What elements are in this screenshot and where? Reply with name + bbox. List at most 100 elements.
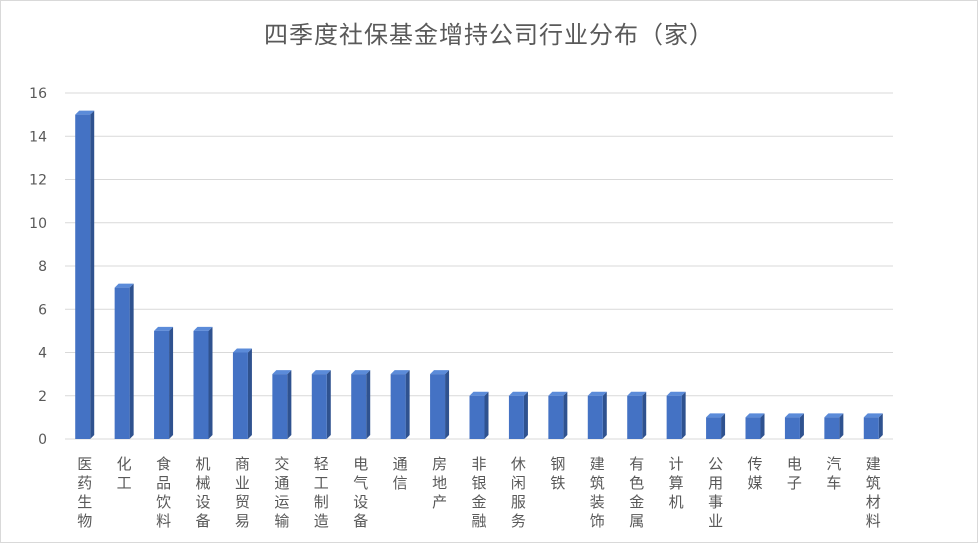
bar-top bbox=[666, 391, 686, 396]
bar bbox=[627, 391, 647, 439]
bar-top bbox=[548, 391, 568, 396]
bar bbox=[75, 110, 95, 439]
bar-front bbox=[627, 395, 643, 439]
bar-top bbox=[706, 413, 726, 418]
bar-side bbox=[129, 283, 134, 439]
bar-side bbox=[760, 413, 765, 439]
y-tick-label: 0 bbox=[38, 432, 47, 448]
bar-top bbox=[232, 348, 252, 353]
bar-top bbox=[863, 413, 883, 418]
x-category-label: 食品饮料 bbox=[156, 455, 171, 530]
bar-side bbox=[169, 326, 174, 439]
bar-side bbox=[642, 391, 647, 439]
bar-top bbox=[351, 370, 371, 375]
bar-front bbox=[666, 395, 682, 439]
bar-side bbox=[247, 348, 252, 439]
bar bbox=[469, 391, 489, 439]
bar-side bbox=[523, 391, 528, 439]
bar bbox=[863, 413, 883, 439]
bar-front bbox=[706, 417, 722, 439]
bar-side bbox=[681, 391, 686, 439]
bar bbox=[824, 413, 844, 439]
bar bbox=[430, 370, 450, 439]
chart-title: 四季度社保基金增持公司行业分布（家） bbox=[264, 21, 714, 49]
bar-top bbox=[824, 413, 844, 418]
bar-front bbox=[75, 114, 91, 439]
bar-front bbox=[390, 374, 406, 439]
bar bbox=[232, 348, 252, 439]
y-tick-label: 10 bbox=[29, 216, 47, 232]
bar bbox=[745, 413, 765, 439]
x-category-label: 轻工制造 bbox=[314, 455, 329, 530]
x-category-label: 非银金融 bbox=[471, 455, 486, 530]
x-category-label: 交通运输 bbox=[274, 455, 289, 530]
y-tick-label: 4 bbox=[38, 346, 47, 362]
bar-side bbox=[445, 370, 450, 439]
x-category-label: 通信 bbox=[393, 455, 408, 492]
bar-top bbox=[114, 283, 134, 288]
x-category-label: 房地产 bbox=[432, 455, 447, 511]
bar-top bbox=[311, 370, 331, 375]
y-tick-label: 12 bbox=[29, 173, 47, 189]
bar-side bbox=[366, 370, 371, 439]
x-category-label: 电子 bbox=[787, 455, 802, 492]
bar-top bbox=[390, 370, 410, 375]
bar-top bbox=[784, 413, 804, 418]
y-tick-label: 16 bbox=[29, 86, 47, 102]
x-category-label: 机械设备 bbox=[195, 455, 210, 530]
bar-side bbox=[839, 413, 844, 439]
bar-front bbox=[430, 374, 446, 439]
bar bbox=[390, 370, 410, 439]
bar-front bbox=[587, 395, 603, 439]
x-axis: 医药生物 化工 食品饮料 机械设备 商业贸易 交通运输 轻工制造 电气设备 通信 房地产 非银金融 休… bbox=[77, 455, 881, 530]
bar bbox=[272, 370, 292, 439]
bar-front bbox=[193, 330, 209, 439]
bar-top bbox=[508, 391, 528, 396]
bar-front bbox=[745, 417, 761, 439]
x-category-label: 医药生物 bbox=[77, 455, 92, 530]
bar-side bbox=[484, 391, 489, 439]
bar bbox=[351, 370, 371, 439]
bar-front bbox=[784, 417, 800, 439]
bar bbox=[311, 370, 331, 439]
bar-front bbox=[548, 395, 564, 439]
x-category-label: 电气设备 bbox=[353, 455, 368, 530]
bar-side bbox=[405, 370, 410, 439]
bar-side bbox=[799, 413, 804, 439]
bar-side bbox=[563, 391, 568, 439]
x-category-label: 计算机 bbox=[669, 455, 684, 511]
x-category-label: 公用事业 bbox=[708, 455, 723, 530]
bar bbox=[706, 413, 726, 439]
bar-front bbox=[863, 417, 879, 439]
bar bbox=[114, 283, 134, 439]
y-tick-label: 2 bbox=[38, 389, 47, 405]
bar-front bbox=[824, 417, 840, 439]
bar-side bbox=[208, 326, 213, 439]
bar-side bbox=[326, 370, 331, 439]
y-tick-label: 8 bbox=[38, 259, 47, 275]
bar-side bbox=[90, 110, 95, 439]
bar-side bbox=[287, 370, 292, 439]
y-tick-label: 6 bbox=[38, 302, 47, 318]
bar-side bbox=[721, 413, 726, 439]
bar-top bbox=[193, 326, 213, 331]
bar-top bbox=[469, 391, 489, 396]
bar bbox=[784, 413, 804, 439]
bar-front bbox=[351, 374, 367, 439]
bar-top bbox=[272, 370, 292, 375]
bar-side bbox=[602, 391, 607, 439]
bar-side bbox=[878, 413, 883, 439]
bar bbox=[548, 391, 568, 439]
bar bbox=[508, 391, 528, 439]
bars bbox=[75, 110, 883, 439]
x-category-label: 钢铁 bbox=[550, 455, 565, 492]
bar-front bbox=[508, 395, 524, 439]
y-tick-label: 14 bbox=[29, 129, 47, 145]
x-category-label: 商业贸易 bbox=[235, 455, 250, 530]
x-category-label: 建筑装饰 bbox=[590, 455, 605, 530]
bar-top bbox=[587, 391, 607, 396]
bar-top bbox=[430, 370, 450, 375]
bar-front bbox=[272, 374, 288, 439]
bar bbox=[154, 326, 174, 439]
